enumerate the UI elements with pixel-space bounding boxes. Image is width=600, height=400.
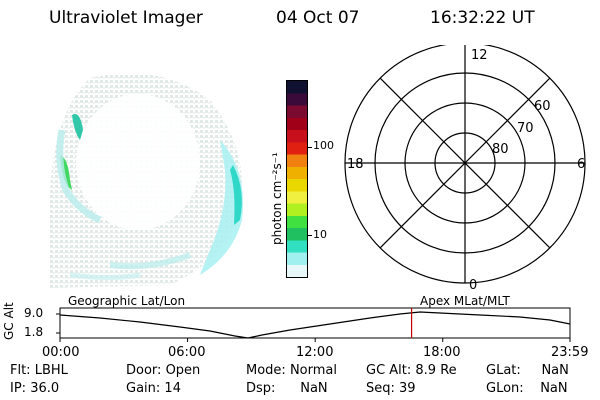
x-tick-label-1200: 12:00	[296, 345, 334, 360]
colorbar-unit-label: photon cm⁻²s⁻¹	[270, 152, 284, 245]
mlt-label-6: 6	[577, 157, 585, 172]
x-tick-label-0000: 00:00	[42, 345, 80, 360]
lat-label-80: 80	[492, 142, 509, 157]
colorbar-tick-label: 100	[313, 139, 334, 152]
mlt-label-18: 18	[347, 157, 364, 172]
gc-alt-axis-title: GC Alt	[2, 302, 16, 340]
status-door: Door: Open	[126, 363, 201, 378]
colorbar	[286, 80, 308, 278]
x-ticks	[59, 338, 571, 342]
time-label: 16:32:22 UT	[430, 8, 535, 28]
status-dsp: Dsp: NaN	[246, 381, 328, 396]
aurora-image	[50, 73, 244, 288]
x-tick-label-2359: 23:59	[551, 345, 589, 360]
status-gc-alt: GC Alt: 8.9 Re	[366, 363, 457, 378]
lat-label-70: 70	[517, 121, 534, 136]
apex-label: Apex MLat/MLT	[420, 294, 510, 308]
x-tick-label-1800: 18:00	[423, 345, 461, 360]
mlt-label-0: 0	[469, 278, 477, 293]
instrument-title: Ultraviolet Imager	[49, 8, 203, 28]
polar-grid: 12 6 18 0 60 70 80	[344, 45, 586, 293]
lat-label-60: 60	[534, 99, 551, 114]
date-label: 04 Oct 07	[276, 8, 360, 28]
status-ip: IP: 36.0	[10, 381, 60, 396]
status-glon: GLon: NaN	[486, 381, 568, 396]
colorbar-tick	[307, 147, 312, 148]
mlt-line-diag2	[379, 77, 551, 249]
colorbar-tick-label: 10	[313, 228, 327, 241]
altitude-curve	[59, 311, 571, 339]
timeline-frame	[59, 307, 571, 339]
x-tick-label-0600: 06:00	[168, 345, 206, 360]
status-mode: Mode: Normal	[246, 363, 337, 378]
altitude-timeline	[56, 307, 571, 342]
status-seq: Seq: 39	[366, 381, 416, 396]
colorbar-tick	[307, 235, 312, 236]
y-tick-label-low: 1.8	[24, 325, 44, 339]
status-gain: Gain: 14	[126, 381, 181, 396]
y-tick-label-high: 9.0	[24, 306, 44, 320]
geographic-label: Geographic Lat/Lon	[68, 294, 186, 308]
status-flt: Flt: LBHL	[10, 363, 68, 378]
status-glat: GLat: NaN	[486, 363, 569, 378]
mlt-label-12: 12	[471, 48, 488, 63]
